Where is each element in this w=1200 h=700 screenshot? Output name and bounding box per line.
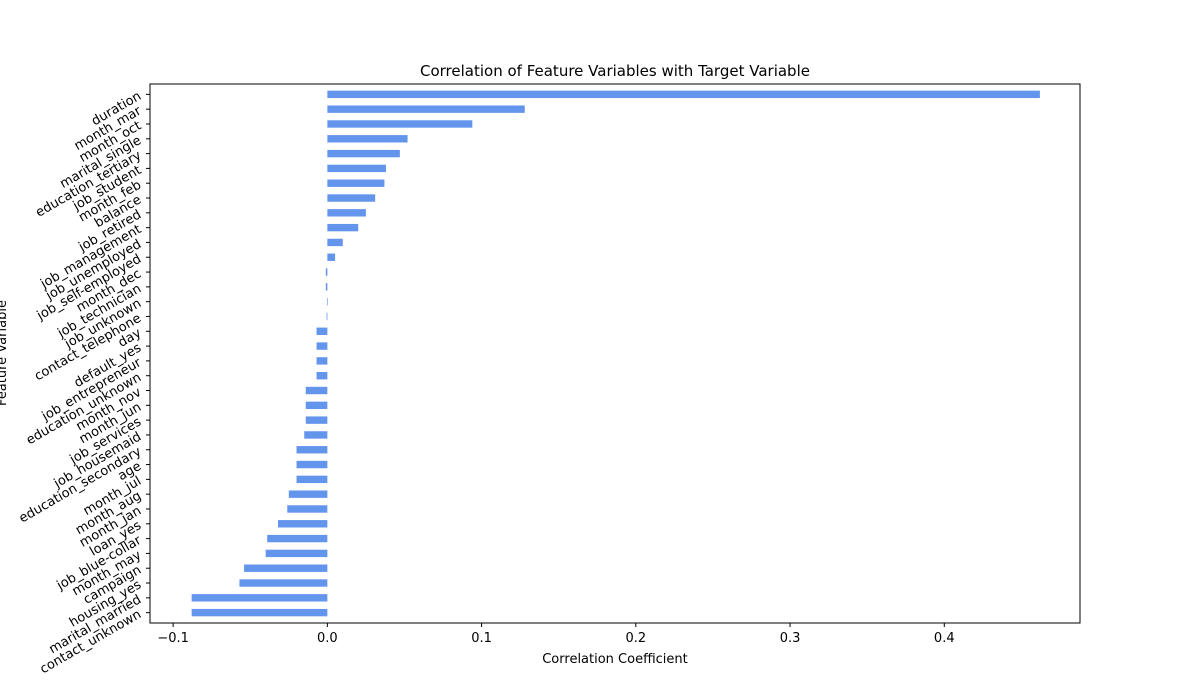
bar-marital_married bbox=[191, 594, 328, 602]
bar-month_aug bbox=[288, 490, 328, 498]
bar-job_services bbox=[305, 416, 328, 424]
bar-education_unknown bbox=[316, 372, 328, 380]
bar-month_jul bbox=[296, 475, 328, 484]
y-axis-ticks: durationmonth_marmonth_octmarital_single… bbox=[17, 89, 150, 677]
bar-month_mar bbox=[327, 105, 525, 113]
bar-job_unemployed bbox=[327, 238, 343, 247]
bar-housing_yes bbox=[239, 579, 328, 587]
bar-month_jan bbox=[287, 505, 328, 513]
bar-job_self-employed bbox=[327, 253, 336, 261]
x-tick-label: 0.3 bbox=[780, 631, 801, 646]
bar-month_nov bbox=[305, 386, 328, 395]
y-axis-label: Feature Variable bbox=[0, 300, 10, 406]
bar-job_housemaid bbox=[304, 431, 328, 439]
x-tick-label: −0.1 bbox=[157, 631, 189, 646]
bar-job_technician bbox=[325, 283, 328, 291]
bars-layer bbox=[191, 90, 1040, 617]
bar-age bbox=[296, 460, 328, 469]
bar-duration bbox=[327, 90, 1040, 99]
bar-job_management bbox=[327, 223, 359, 232]
plot-frame bbox=[149, 83, 1081, 624]
chart-title: Correlation of Feature Variables with Ta… bbox=[420, 62, 810, 80]
bar-loan_yes bbox=[278, 520, 328, 528]
bar-campaign bbox=[244, 564, 328, 572]
bar-default_yes bbox=[316, 342, 328, 350]
x-tick-label: 0.4 bbox=[934, 631, 955, 646]
x-axis-ticks: −0.1 0.0 0.1 0.2 0.3 0.4 bbox=[157, 623, 955, 646]
x-axis-label: Correlation Coefficient bbox=[542, 652, 688, 667]
bar-marital_single bbox=[327, 135, 408, 143]
bar-job_student bbox=[327, 164, 386, 173]
x-tick-label: 0.1 bbox=[471, 631, 492, 646]
bar-job_entrepreneur bbox=[316, 357, 328, 365]
bar-month_may bbox=[265, 549, 328, 558]
bar-education_tertiary bbox=[327, 149, 400, 158]
bar-month_jun bbox=[305, 401, 328, 410]
bar-job_unknown bbox=[327, 297, 328, 306]
bar-balance bbox=[327, 194, 376, 202]
bar-month_oct bbox=[327, 120, 473, 128]
bar-job_retired bbox=[327, 209, 366, 217]
bar-day bbox=[316, 327, 328, 335]
bar-contact_unknown bbox=[191, 608, 328, 617]
bar-month_dec bbox=[325, 268, 328, 276]
bar-job_blue-collar bbox=[267, 534, 328, 543]
bar-month_feb bbox=[327, 179, 385, 187]
bar-contact_telephone bbox=[326, 312, 328, 321]
bar-education_secondary bbox=[296, 446, 328, 454]
x-tick-label: 0.2 bbox=[625, 631, 646, 646]
x-tick-label: 0.0 bbox=[317, 631, 338, 646]
